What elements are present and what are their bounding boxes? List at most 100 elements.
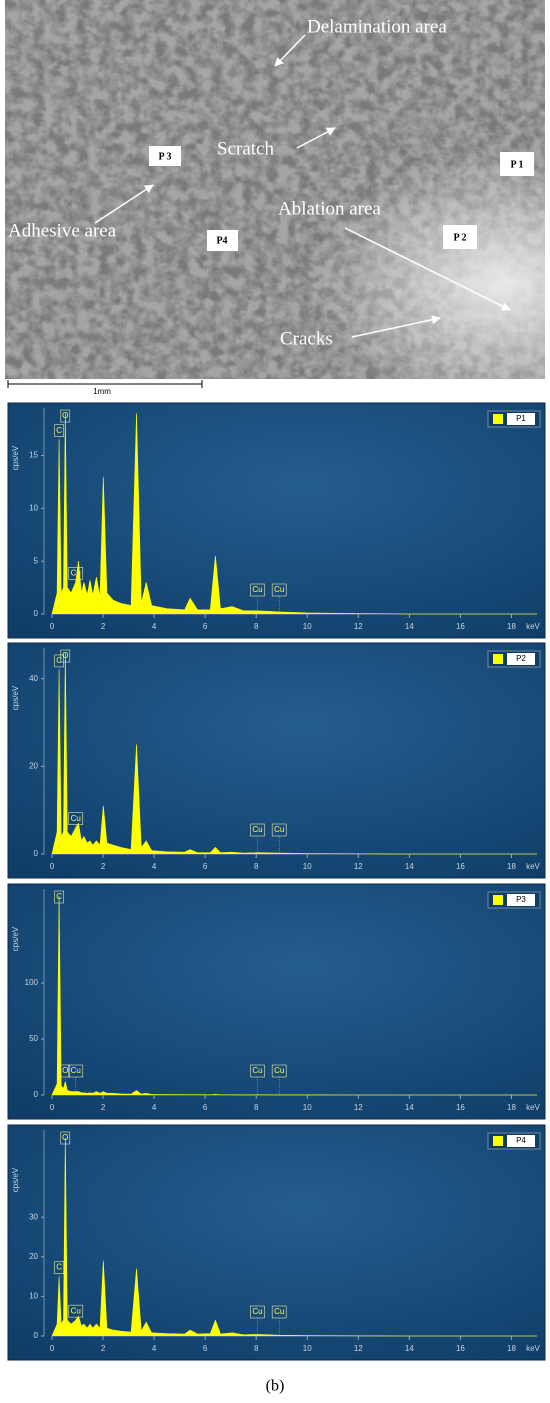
y-tick-label: 50	[29, 1034, 38, 1043]
y-tick-label: 10	[29, 503, 38, 512]
y-axis-label: cps/eV	[11, 445, 20, 470]
x-tick-label: 0	[50, 1103, 55, 1112]
y-tick-label: 0	[34, 609, 39, 618]
peak-label: Cu	[274, 1066, 284, 1075]
x-tick-label: 12	[354, 862, 363, 871]
peak-label: Cu	[71, 814, 81, 823]
point-box	[443, 225, 477, 249]
x-tick-label: 6	[203, 1344, 208, 1353]
y-tick-label: 100	[25, 978, 39, 987]
legend-swatch	[493, 1136, 503, 1146]
x-tick-label: 10	[303, 862, 312, 871]
x-tick-label: 0	[50, 862, 55, 871]
x-tick-label: 8	[254, 622, 259, 631]
x-tick-label: 10	[303, 1344, 312, 1353]
arrow	[344, 227, 511, 311]
x-tick-label: 10	[303, 1103, 312, 1112]
peak-label: Cu	[71, 1306, 81, 1315]
legend-swatch	[493, 895, 503, 905]
x-tick-label: 4	[152, 622, 157, 631]
peak-label: C	[56, 1263, 62, 1272]
point-box	[207, 230, 238, 251]
spectrum-area	[51, 895, 537, 1096]
peak-label: Cu	[252, 825, 262, 834]
x-tick-label: 16	[456, 1344, 465, 1353]
peak-label: Cu	[71, 1066, 81, 1075]
panel-background	[7, 883, 546, 1120]
y-axis-label: cps/eV	[11, 685, 20, 710]
point-label: P 3	[158, 151, 171, 162]
x-tick-label: 6	[203, 1103, 208, 1112]
x-tick-label: 2	[101, 862, 106, 871]
peak-label: Cu	[252, 585, 262, 594]
x-axis-label: keV	[526, 1344, 540, 1353]
legend-label-bg	[507, 413, 535, 425]
x-tick-label: 14	[405, 1344, 414, 1353]
peak-label: C	[56, 656, 62, 665]
y-tick-label: 10	[29, 1291, 38, 1300]
x-axis-label: keV	[526, 862, 540, 871]
annotation: Adhesive area	[8, 220, 117, 241]
arrow	[274, 34, 306, 67]
x-tick-label: 6	[203, 862, 208, 871]
x-tick-label: 8	[254, 862, 259, 871]
spectrum-area	[51, 413, 537, 615]
x-tick-label: 16	[456, 862, 465, 871]
scale-label: 1mm	[93, 387, 111, 396]
x-tick-label: 18	[507, 1103, 516, 1112]
legend-label: P3	[516, 895, 526, 904]
x-tick-label: 18	[507, 622, 516, 631]
arrow	[351, 315, 441, 338]
x-tick-label: 4	[152, 1344, 157, 1353]
peak-label: Cu	[71, 568, 81, 577]
y-tick-label: 0	[34, 1090, 39, 1099]
y-tick-label: 40	[29, 674, 38, 683]
x-tick-label: 12	[354, 1344, 363, 1353]
x-tick-label: 4	[152, 862, 157, 871]
peak-label: Cu	[252, 1066, 262, 1075]
peak-label: Cu	[252, 1307, 262, 1316]
spectrum-panel: 0 2 4 6 8 10 12 14 16 18 0 5 10 15 keV cps/eV P1 CO Cu Cu Cu	[7, 402, 546, 639]
x-tick-label: 6	[203, 622, 208, 631]
peak-label: Cu	[274, 585, 284, 594]
sem-bright-area	[5, 0, 545, 379]
legend-label-bg	[507, 653, 535, 665]
legend-label: P4	[516, 1136, 526, 1145]
peak-label: O	[62, 651, 68, 660]
y-axis-label: cps/eV	[11, 1167, 20, 1192]
legend-label-bg	[507, 1135, 535, 1147]
x-tick-label: 10	[303, 622, 312, 631]
x-tick-label: 16	[456, 1103, 465, 1112]
x-tick-label: 2	[101, 622, 106, 631]
y-tick-label: 15	[29, 451, 38, 460]
x-tick-label: 2	[101, 1344, 106, 1353]
peak-label: Cu	[274, 1307, 284, 1316]
peak-label: O	[62, 1066, 68, 1075]
panel-background	[7, 642, 546, 879]
annotation: Delamination area	[307, 16, 447, 37]
x-axis-label: keV	[526, 1103, 540, 1112]
x-tick-label: 14	[405, 1103, 414, 1112]
arrow	[94, 184, 154, 224]
legend-label-bg	[507, 894, 535, 906]
x-tick-label: 12	[354, 1103, 363, 1112]
x-tick-label: 2	[101, 1103, 106, 1112]
x-tick-label: 18	[507, 1344, 516, 1353]
x-tick-label: 4	[152, 1103, 157, 1112]
annotation: Ablation area	[278, 198, 381, 219]
panel-background	[7, 1124, 546, 1361]
peak-label: O	[62, 1133, 68, 1142]
legend-label: P1	[516, 414, 526, 423]
legend-label: P2	[516, 654, 526, 663]
x-tick-label: 14	[405, 862, 414, 871]
peak-label: C	[56, 426, 62, 435]
peak-label: O	[62, 411, 68, 420]
x-tick-label: 16	[456, 622, 465, 631]
sem-image: Delamination area Scratch Adhesive area …	[5, 0, 545, 379]
spectrum-area	[51, 1137, 537, 1337]
x-tick-label: 8	[254, 1344, 259, 1353]
legend-swatch	[493, 414, 503, 424]
y-tick-label: 30	[29, 1212, 38, 1221]
